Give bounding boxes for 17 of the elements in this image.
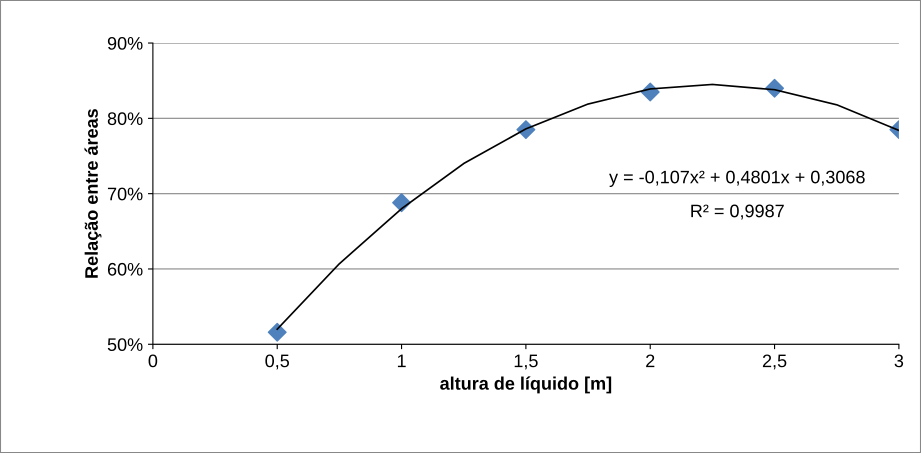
annotation: R² = 0,9987 <box>691 204 784 220</box>
y-tick-label: 60% <box>108 262 143 276</box>
x-tick-label: 0,5 <box>265 354 290 370</box>
x-tick-label: 2 <box>646 354 654 368</box>
x-tick-label: 2,5 <box>762 354 786 370</box>
x-tick-label: 3 <box>894 354 904 368</box>
y-tick-label: 80% <box>108 112 143 126</box>
x-axis-title: altura de líquido [m] <box>440 376 612 394</box>
x-tick-label: 1 <box>398 354 406 368</box>
annotation: y = -0,107x² + 0,4801x + 0,3068 <box>609 170 865 188</box>
y-axis-title: Relação entre áreas <box>84 109 102 278</box>
point <box>268 322 287 342</box>
x-tick-label: 0 <box>148 354 158 368</box>
y-tick-label: 90% <box>108 36 143 50</box>
x-tick-label: 1,5 <box>514 354 538 370</box>
y-tick-label: 50% <box>108 338 143 351</box>
y-tick-label: 70% <box>108 188 143 200</box>
